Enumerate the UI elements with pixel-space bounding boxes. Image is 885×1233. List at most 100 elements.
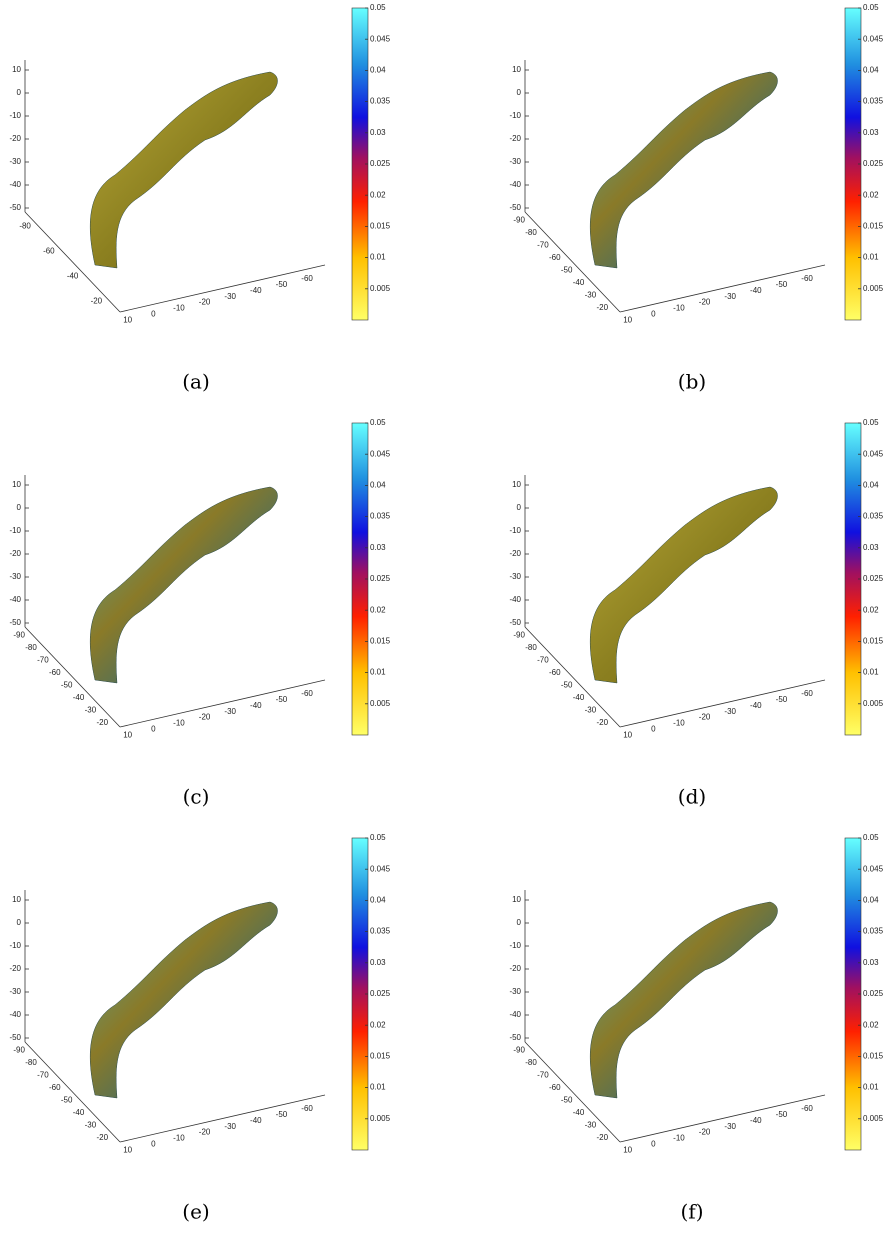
panel: 100-10-20-30-40-50-90-80-70-60-50-40-30-…: [9, 833, 390, 1223]
x-tick-label: -60: [301, 1104, 313, 1113]
z-tick-label: -50: [9, 618, 21, 627]
z-tick-label: -20: [509, 134, 521, 143]
colorbar-tick-label: 0.005: [863, 699, 884, 708]
y-tick-label: -80: [525, 228, 537, 237]
colorbar-tick-label: 0.02: [370, 190, 386, 199]
caption: (e): [182, 1200, 209, 1224]
colorbar-tick-label: 0.005: [370, 284, 391, 293]
colorbar-tick-label: 0.025: [863, 159, 884, 168]
z-tick-label: -10: [509, 941, 521, 950]
y-tick-label: -60: [49, 1083, 61, 1092]
colorbar-tick-label: 0.02: [863, 605, 879, 614]
z-tick-label: -30: [509, 572, 521, 581]
x-tick-label: 10: [623, 315, 632, 324]
colorbar-tick-label: 0.03: [370, 543, 386, 552]
y-tick-label: -50: [561, 1095, 573, 1104]
colorbar-tick-label: 0.015: [863, 222, 884, 231]
x-axis: [619, 264, 826, 313]
y-tick-label: -50: [561, 680, 573, 689]
y-tick-label: -90: [513, 215, 525, 224]
y-tick-label: -80: [19, 222, 31, 231]
colorbar-tick-label: 0.02: [863, 190, 879, 199]
panel: 10 0 -10 -20 -30 -40 -50 -80 -60 -40 -20 10 0 -10 -20 -…: [9, 3, 390, 393]
y-tick-label: -90: [13, 1045, 25, 1054]
z-tick-label: -10: [9, 526, 21, 535]
colorbar-tick-label: 0.035: [370, 97, 391, 106]
colorbar-tick-label: 0.035: [863, 97, 884, 106]
z-tick-label: -40: [509, 180, 521, 189]
colorbar-tick-label: 0.015: [863, 1052, 884, 1061]
x-tick-label: 0: [651, 724, 656, 733]
y-tick-label: -20: [97, 718, 109, 727]
z-tick-label: -40: [509, 1010, 521, 1019]
colorbar-tick-label: 0.01: [863, 253, 879, 262]
y-axis: [524, 1041, 621, 1143]
x-tick-label: 10: [123, 1145, 132, 1154]
colorbar-tick-label: 0.025: [370, 574, 391, 583]
z-tick-label: 0: [17, 918, 22, 927]
colorbar-tick-label: 0.04: [370, 896, 386, 905]
x-tick-label: -40: [750, 1116, 762, 1125]
x-tick-label: -60: [801, 689, 813, 698]
z-tick-label: -20: [9, 549, 21, 558]
z-tick-label: -40: [9, 595, 21, 604]
colorbar-tick-label: 0.035: [370, 927, 391, 936]
panel: 100-10-20-30-40-50-90-80-70-60-50-40-30-…: [509, 833, 883, 1223]
colorbar-tick-label: 0.02: [370, 1020, 386, 1029]
surface: [90, 71, 278, 269]
colorbar-tick-label: 0.01: [863, 1083, 879, 1092]
x-tick-label: 10: [123, 315, 132, 324]
z-tick-label: 10: [512, 65, 521, 74]
colorbar-tick-label: 0.05: [370, 833, 386, 842]
colorbar-tick-label: 0.02: [370, 605, 386, 614]
surface: [590, 901, 778, 1099]
x-tick-label: -40: [750, 701, 762, 710]
y-tick-label: -20: [597, 303, 609, 312]
colorbar-tick-label: 0.005: [863, 284, 884, 293]
x-axis: [119, 1094, 326, 1143]
colorbar-tick-label: 0.04: [863, 481, 879, 490]
colorbar-tick-label: 0.025: [863, 989, 884, 998]
y-tick-label: -70: [37, 655, 49, 664]
z-tick-label: 0: [17, 503, 22, 512]
surface: [90, 486, 278, 684]
y-axis: [24, 1041, 121, 1143]
z-tick-label: -10: [9, 111, 21, 120]
y-tick-label: -80: [525, 643, 537, 652]
x-tick-label: 10: [623, 730, 632, 739]
z-tick-label: 0: [517, 918, 522, 927]
y-tick-label: -40: [67, 272, 79, 281]
z-tick-label: -30: [9, 572, 21, 581]
z-tick-label: -40: [9, 1010, 21, 1019]
x-tick-label: -60: [801, 274, 813, 283]
colorbar-tick-label: 0.03: [863, 128, 879, 137]
y-tick-label: -70: [537, 655, 549, 664]
y-tick-label: -60: [549, 253, 561, 262]
x-tick-label: 10: [123, 730, 132, 739]
x-tick-label: -30: [224, 292, 236, 301]
z-tick-label: -20: [509, 964, 521, 973]
y-tick-label: -40: [573, 278, 585, 287]
x-tick-label: -60: [801, 1104, 813, 1113]
colorbar-tick-label: 0.025: [863, 574, 884, 583]
x-tick-label: 0: [651, 309, 656, 318]
colorbar-tick-label: 0.04: [370, 481, 386, 490]
x-tick-label: -40: [250, 286, 262, 295]
colorbar-tick-label: 0.04: [370, 66, 386, 75]
caption: (c): [183, 785, 210, 809]
x-tick-label: -60: [301, 689, 313, 698]
x-tick-label: -20: [199, 713, 211, 722]
x-tick-label: 0: [151, 1139, 156, 1148]
colorbar-tick-label: 0.05: [370, 418, 386, 427]
y-tick-label: -70: [37, 1070, 49, 1079]
x-tick-label: 0: [151, 724, 156, 733]
colorbar-tick-label: 0.035: [370, 512, 391, 521]
x-tick-label: -20: [699, 713, 711, 722]
colorbar-tick-label: 0.03: [863, 958, 879, 967]
x-tick-label: -50: [776, 695, 788, 704]
z-tick-label: -50: [509, 1033, 521, 1042]
caption: (f): [680, 1200, 703, 1224]
z-tick-label: -10: [509, 526, 521, 535]
caption: (d): [678, 785, 706, 809]
colorbar-tick-label: 0.01: [370, 668, 386, 677]
